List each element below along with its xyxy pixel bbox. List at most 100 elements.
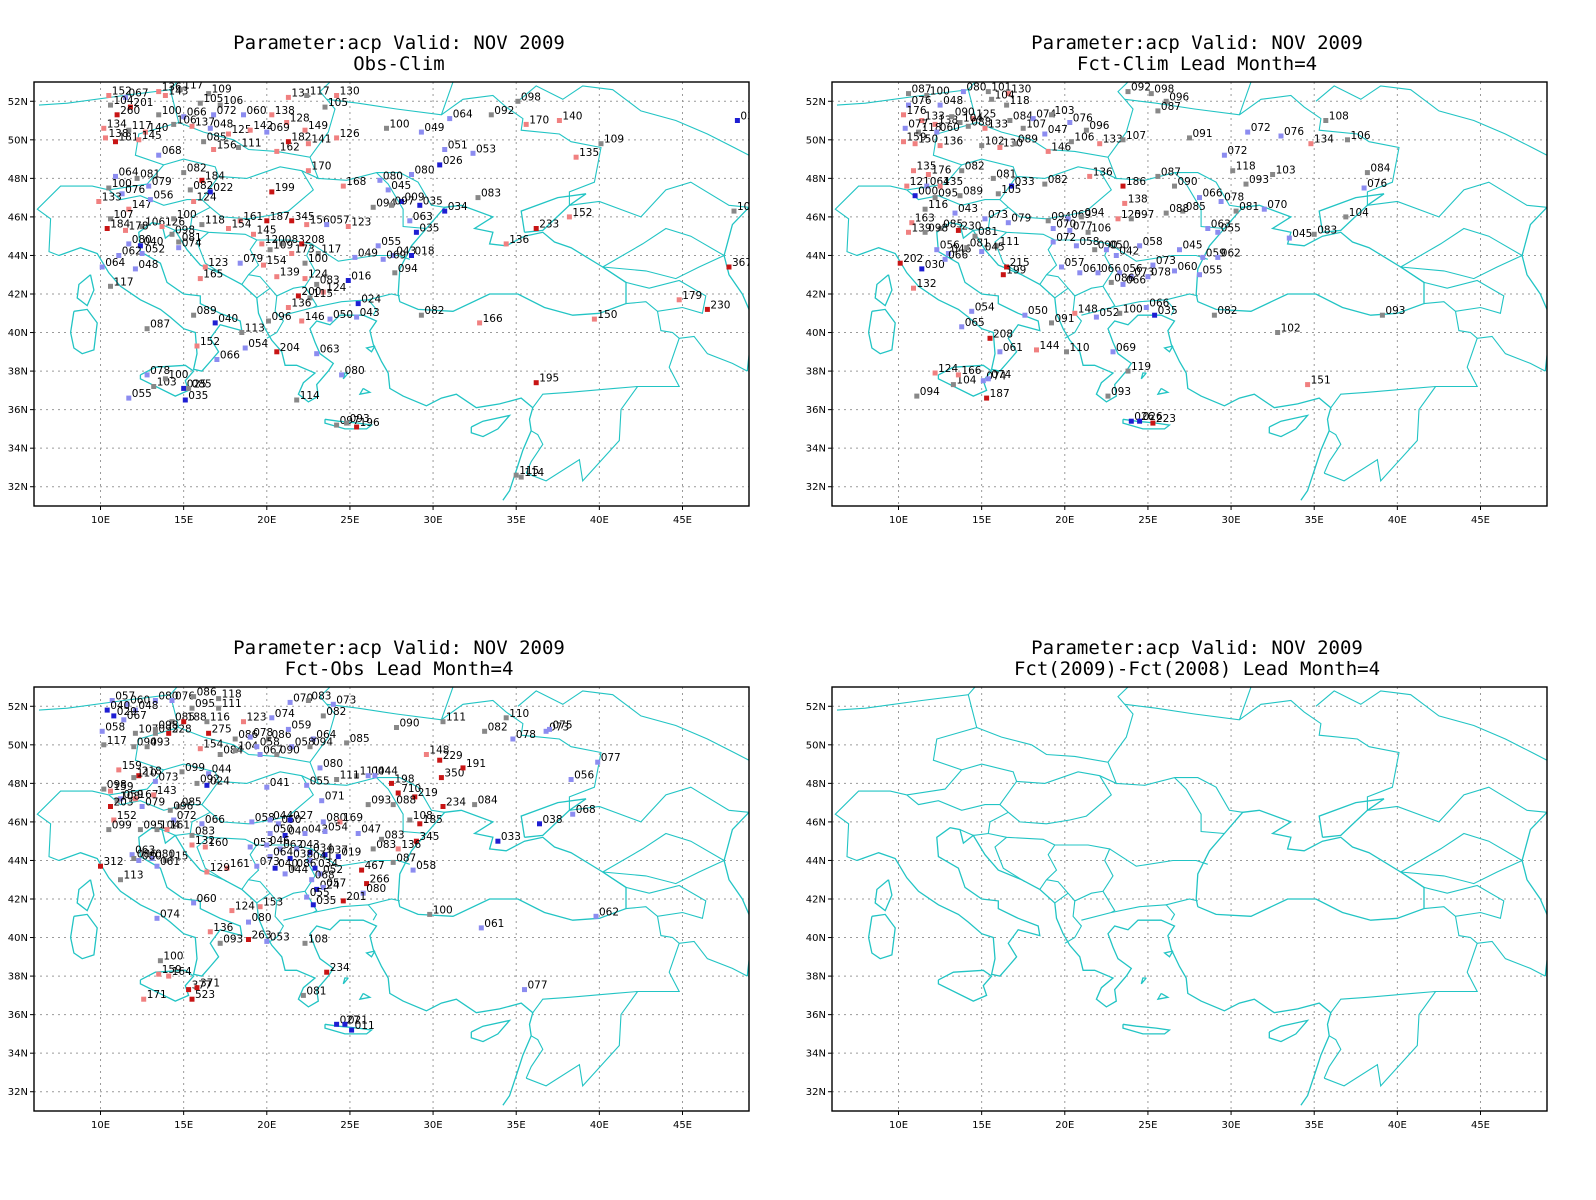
station-value: 061 — [484, 918, 504, 930]
station-value: 141 — [311, 134, 331, 146]
station-marker: 094 — [914, 386, 940, 399]
station-marker: 124 — [229, 901, 255, 914]
station-square — [380, 256, 386, 262]
station-square — [982, 216, 988, 222]
y-tick-label: 48N — [806, 779, 826, 790]
station-value: 133 — [925, 111, 945, 123]
station-square — [409, 253, 414, 258]
station-value: 100 — [112, 178, 132, 190]
station-marker: 082 — [181, 163, 207, 176]
station-square — [1095, 270, 1101, 276]
map-content — [832, 687, 1547, 1111]
country-border — [326, 699, 602, 811]
station-marker: 081 — [134, 168, 160, 181]
station-square — [418, 129, 424, 135]
station-square — [131, 775, 137, 781]
station-square — [676, 297, 682, 303]
coastline — [358, 992, 372, 1001]
station-value: 096 — [1089, 120, 1109, 132]
station-square — [349, 1027, 355, 1033]
station-square — [126, 206, 132, 212]
station-square — [1020, 125, 1026, 131]
station-marker: 100 — [384, 118, 410, 131]
station-marker: 134 — [1308, 134, 1334, 147]
station-value: 103 — [1055, 105, 1075, 117]
station-marker: 022 — [207, 182, 233, 195]
station-square — [1125, 368, 1131, 374]
coastline — [324, 418, 374, 430]
station-value: 022 — [213, 182, 233, 194]
country-border — [976, 726, 1118, 785]
station-marker: 233 — [533, 219, 559, 231]
station-square — [1092, 247, 1098, 253]
x-tick-label: 30E — [424, 1120, 443, 1131]
station-value: 115 — [168, 851, 188, 863]
station-square — [166, 973, 172, 979]
station-marker: 108 — [407, 810, 433, 823]
station-value: 345 — [419, 831, 439, 843]
y-tick-label: 48N — [806, 174, 826, 185]
station-square — [320, 884, 326, 890]
station-value: 044 — [212, 764, 232, 776]
station-marker: 098 — [922, 222, 948, 235]
station-marker: 074 — [985, 369, 1012, 382]
station-value: 186 — [1126, 176, 1146, 188]
station-marker: 093 — [365, 795, 391, 808]
station-marker: 054 — [242, 338, 269, 351]
station-value: 074 — [991, 369, 1011, 381]
station-value: 025 — [187, 378, 207, 390]
station-square — [1245, 129, 1251, 135]
station-marker: 137 — [189, 116, 215, 129]
station-square — [440, 719, 446, 725]
station-marker: 035 — [182, 390, 208, 403]
station-value: 086 — [296, 858, 316, 870]
station-marker: 080 — [136, 851, 162, 863]
y-tick-label: 40N — [8, 933, 28, 944]
station-square — [177, 87, 183, 93]
station-value: 108 — [308, 933, 328, 945]
station-value: 187 — [990, 388, 1010, 400]
station-value: 018 — [415, 246, 435, 258]
station-marker: 095 — [932, 188, 958, 201]
station-value: 069 — [386, 249, 406, 261]
station-marker: 138 — [103, 128, 129, 141]
station-square — [259, 241, 265, 247]
station-value: 152 — [200, 336, 220, 348]
station-marker: 016 — [345, 271, 372, 283]
station-square — [119, 191, 125, 197]
station-value: 049 — [358, 247, 378, 259]
station-square — [355, 301, 361, 307]
station-value: 109 — [273, 240, 293, 252]
station-value: 154 — [232, 219, 252, 231]
station-square — [354, 773, 360, 779]
station-value: 057 — [330, 215, 350, 227]
station-value: 179 — [682, 290, 702, 302]
station-value: 066 — [205, 814, 225, 826]
station-marker: 070 — [1050, 219, 1076, 231]
station-marker: 104 — [232, 741, 259, 754]
station-square — [379, 836, 384, 842]
country-border — [1166, 293, 1198, 301]
station-value: 044 — [378, 766, 398, 778]
station-value: 062 — [1221, 247, 1241, 259]
station-square — [264, 129, 270, 135]
station-square — [591, 316, 597, 322]
station-value: 065 — [965, 317, 985, 329]
station-marker: 066 — [1095, 263, 1121, 276]
station-square — [132, 730, 138, 736]
station-square — [274, 274, 280, 280]
station-square — [299, 241, 305, 247]
station-value: 159 — [122, 760, 142, 772]
station-value: 048 — [943, 95, 963, 107]
station-marker: 072 — [1221, 145, 1247, 158]
station-value: 124 — [326, 282, 346, 294]
station-marker: 073 — [254, 856, 280, 869]
station-value: 090 — [1098, 240, 1118, 252]
station-value: 081 — [1239, 201, 1259, 213]
station-square — [156, 152, 162, 158]
station-marker: 275 — [206, 723, 232, 736]
station-value: 081 — [182, 232, 202, 244]
station-value: 078 — [1224, 192, 1244, 204]
station-marker: 162 — [274, 141, 300, 154]
